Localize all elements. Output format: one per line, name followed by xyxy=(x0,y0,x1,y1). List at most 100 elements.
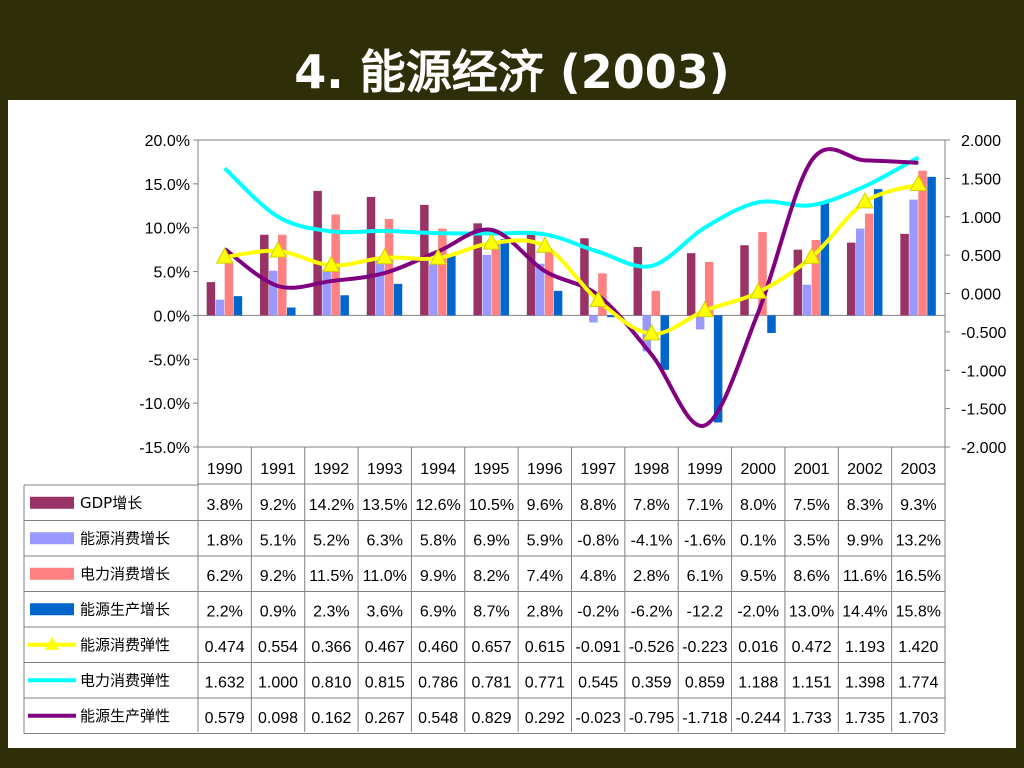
table-cell: 9.6% xyxy=(527,497,563,514)
bar-GDP增长-1992 xyxy=(313,190,322,316)
bar-电力消费增长-1996 xyxy=(544,250,554,316)
point-能源消费弹性-2001 xyxy=(802,247,821,264)
line-电力消费弹性 xyxy=(223,155,920,269)
bar-电力消费增长-2001 xyxy=(811,239,821,316)
table-cell: 13.0% xyxy=(789,603,834,620)
right-axis-label: 2.000 xyxy=(961,133,1001,150)
right-axis-label: 1.000 xyxy=(961,210,1001,227)
table-cell: 12.6% xyxy=(415,497,460,514)
bar-电力消费增长-2003 xyxy=(918,170,927,316)
table-cell: 0.657 xyxy=(471,639,511,656)
category-label: 1995 xyxy=(474,461,510,478)
left-axis-label: -5.0% xyxy=(148,352,190,369)
table-cell: -0.091 xyxy=(575,639,620,656)
table-cell: 0.467 xyxy=(365,639,405,656)
category-label: 2003 xyxy=(901,461,937,478)
bar-能源消费增长-2000 xyxy=(749,314,758,316)
table-cell: -4.1% xyxy=(631,532,673,549)
combo-chart: 20.0% 15.0% 10.0% 5.0% 0.0% -5.0% -10.0% -15.0%… xyxy=(23,133,1006,734)
table-cell: 9.3% xyxy=(900,497,936,514)
table-cell: -0.244 xyxy=(736,710,781,727)
bar-能源生产增长-1990 xyxy=(233,296,243,316)
category-label: 2001 xyxy=(794,461,830,478)
table-cell: 1.151 xyxy=(792,674,832,691)
table-cell: 8.3% xyxy=(847,497,883,514)
table-cell: 0.1% xyxy=(740,532,776,549)
bar-能源生产增长-1994 xyxy=(447,254,456,316)
table-cell: -0.223 xyxy=(682,639,727,656)
table-cell: 0.829 xyxy=(471,710,511,727)
right-axis-label: -1.500 xyxy=(961,402,1006,419)
bar-能源生产增长-2000 xyxy=(767,315,776,333)
category-label: 2000 xyxy=(740,461,776,478)
table-cell: 0.460 xyxy=(418,639,458,656)
legend-key-能源生产增长 xyxy=(30,603,74,616)
bar-能源生产增长-1995 xyxy=(500,239,509,316)
table-cell: 1.420 xyxy=(898,639,938,656)
bar-能源消费增长-1990 xyxy=(215,299,225,316)
table-cell: 11.5% xyxy=(309,568,353,585)
table-cell: 8.6% xyxy=(793,568,829,585)
bar-电力消费增长-1993 xyxy=(384,218,394,316)
bar-能源生产增长-1993 xyxy=(393,283,403,316)
table-cell: 8.2% xyxy=(473,568,509,585)
chart-panel: 20.0% 15.0% 10.0% 5.0% 0.0% -5.0% -10.0% -15.0%… xyxy=(8,100,1016,748)
legend-key-电力消费增长 xyxy=(30,567,74,580)
bar-能源消费增长-1999 xyxy=(695,315,705,330)
legend-label-电力消费增长: 电力消费增长 xyxy=(80,565,170,583)
table-cell: 0.859 xyxy=(685,674,725,691)
legend-label-电力消费弹性: 电力消费弹性 xyxy=(80,671,170,689)
table-cell: -1.6% xyxy=(684,532,726,549)
bar-GDP增长-1999 xyxy=(686,253,696,316)
table-cell: 9.9% xyxy=(847,532,883,549)
table-cell: 16.5% xyxy=(896,568,941,585)
legend-label-能源生产弹性: 能源生产弹性 xyxy=(80,707,170,725)
bar-电力消费增长-1998 xyxy=(651,290,661,316)
table-cell: 1.632 xyxy=(205,674,245,691)
bar-GDP增长-1997 xyxy=(580,238,589,316)
right-axis-label: -2.000 xyxy=(961,440,1006,457)
bar-GDP增长-2002 xyxy=(846,242,856,316)
bar-GDP增长-1990 xyxy=(206,282,216,316)
bar-能源生产增长-2002 xyxy=(873,189,883,316)
left-axis-label: 15.0% xyxy=(145,177,190,194)
table-cell: 7.5% xyxy=(793,497,829,514)
bar-电力消费增长-1997 xyxy=(598,273,607,316)
category-label: 2002 xyxy=(847,461,883,478)
table-cell: -6.2% xyxy=(631,603,673,620)
bar-能源生产增长-1998 xyxy=(660,315,670,370)
table-cell: 0.292 xyxy=(525,710,565,727)
table-cell: 0.815 xyxy=(365,674,405,691)
legend-key-GDP增长 xyxy=(30,496,74,509)
bar-GDP增长-1998 xyxy=(633,247,643,316)
table-cell: 1.735 xyxy=(845,710,885,727)
table-cell: 6.3% xyxy=(367,532,403,549)
table-cell: 0.162 xyxy=(311,710,351,727)
table-cell: 0.016 xyxy=(738,639,778,656)
table-cell: 0.810 xyxy=(311,674,351,691)
table-cell: 0.781 xyxy=(471,674,511,691)
table-cell: 1.774 xyxy=(898,674,938,691)
bar-能源消费增长-1992 xyxy=(322,269,331,316)
point-能源消费弹性-2003 xyxy=(909,174,928,192)
category-label: 1992 xyxy=(314,461,350,478)
table-cell: 5.8% xyxy=(420,532,456,549)
right-axis-label: -0.500 xyxy=(961,325,1006,342)
table-cell: 6.9% xyxy=(473,532,509,549)
table-cell: 1.8% xyxy=(206,532,242,549)
table-cell: 0.548 xyxy=(418,710,458,727)
bar-能源生产增长-2003 xyxy=(927,176,936,316)
bar-电力消费增长-1999 xyxy=(704,261,714,316)
legend-marker-能源消费弹性 xyxy=(45,636,59,650)
bar-能源消费增长-2002 xyxy=(855,228,865,316)
table-cell: 2.8% xyxy=(527,603,563,620)
point-能源消费弹性-1999 xyxy=(696,300,714,318)
bar-能源消费增长-1993 xyxy=(375,260,385,316)
point-能源消费弹性-1991 xyxy=(269,240,287,258)
table-cell: 0.9% xyxy=(260,603,296,620)
table-cell: 0.554 xyxy=(258,639,298,656)
slide-title: 4. 能源经济 (2003) xyxy=(294,45,730,99)
category-label: 1990 xyxy=(207,461,243,478)
legend-key-能源消费增长 xyxy=(30,532,74,545)
table-cell: 0.474 xyxy=(205,639,245,656)
